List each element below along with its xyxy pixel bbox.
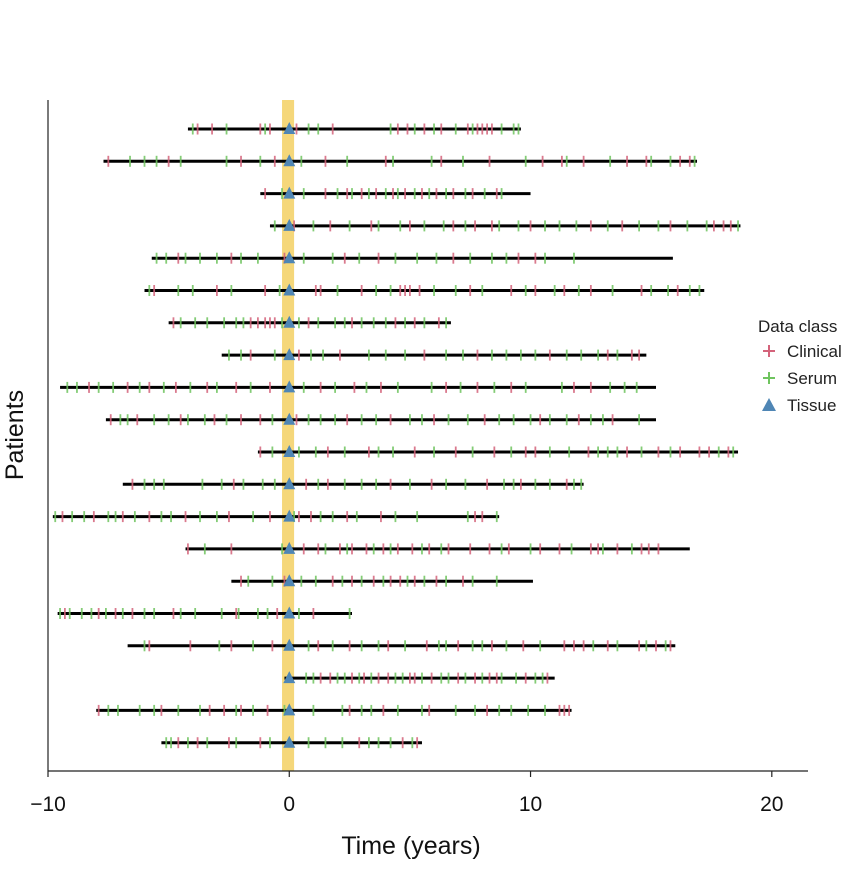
- patient-row-marks: [240, 574, 498, 587]
- tissue-marker: [283, 380, 296, 393]
- legend-item: Clinical: [763, 342, 842, 361]
- x-axis-ticks: −10 0 10 20: [30, 771, 783, 816]
- patient-row-marks: [143, 638, 672, 652]
- tissue-marker: [283, 671, 296, 684]
- patient-row-marks: [66, 380, 638, 393]
- time-zero-highlight-band: [282, 100, 295, 771]
- x-tick-label: −10: [30, 793, 66, 816]
- x-tick-label: 20: [760, 793, 783, 816]
- x-tick-label: 10: [519, 793, 542, 816]
- y-axis-title: Patients: [1, 390, 29, 480]
- tissue-marker: [283, 154, 296, 167]
- patient-row-marks: [109, 412, 641, 426]
- tissue-marker: [283, 541, 296, 554]
- tissue-marker: [283, 122, 296, 134]
- tissue-marker: [283, 315, 296, 328]
- patient-row-marks: [191, 122, 520, 135]
- patient-row-marks: [107, 154, 696, 167]
- legend-triangle-marker: [762, 398, 776, 411]
- patient-row-marks: [283, 671, 549, 684]
- legend-item: Tissue: [762, 396, 836, 415]
- patient-row-marks: [54, 509, 498, 523]
- legend: Data class Clinical Serum Tissue: [758, 317, 842, 415]
- tissue-marker: [283, 251, 296, 264]
- tissue-marker: [283, 348, 296, 361]
- tissue-marker: [283, 218, 296, 231]
- legend-label: Serum: [787, 369, 837, 388]
- x-tick-label: 0: [283, 793, 295, 816]
- axes: [47, 100, 808, 772]
- legend-title: Data class: [758, 317, 837, 336]
- legend-item: Serum: [763, 369, 837, 388]
- patient-row-marks: [228, 348, 641, 361]
- patient-row-marks: [165, 735, 419, 749]
- x-axis-title: Time (years): [341, 832, 480, 860]
- data-marks: [54, 122, 739, 749]
- tissue-marker: [283, 477, 296, 490]
- patient-row-marks: [172, 315, 447, 329]
- patient-row-marks: [187, 541, 660, 555]
- legend-items: Clinical Serum Tissue: [762, 342, 842, 415]
- patient-row-marks: [148, 283, 701, 296]
- tissue-marker: [283, 509, 296, 522]
- tissue-marker: [283, 703, 296, 716]
- tissue-marker: [283, 186, 296, 199]
- tissue-marker: [283, 283, 296, 296]
- highlight-band-layer: [282, 100, 295, 771]
- patient-row-marks: [59, 606, 351, 619]
- patient-row-marks: [264, 186, 503, 200]
- tissue-marker: [283, 638, 296, 651]
- patient-row-marks: [273, 218, 739, 232]
- tissue-marker: [283, 735, 296, 748]
- legend-label: Tissue: [787, 396, 836, 415]
- patient-row-marks: [131, 477, 583, 490]
- tissue-marker: [283, 606, 296, 619]
- tissue-marker: [283, 412, 296, 425]
- patient-row-marks: [97, 703, 571, 716]
- tissue-marker: [283, 574, 296, 587]
- patient-row-marks: [155, 251, 575, 264]
- patient-lines: [52, 127, 741, 745]
- legend-label: Clinical: [787, 342, 842, 361]
- patient-row-marks: [259, 445, 735, 458]
- tissue-marker: [283, 445, 296, 457]
